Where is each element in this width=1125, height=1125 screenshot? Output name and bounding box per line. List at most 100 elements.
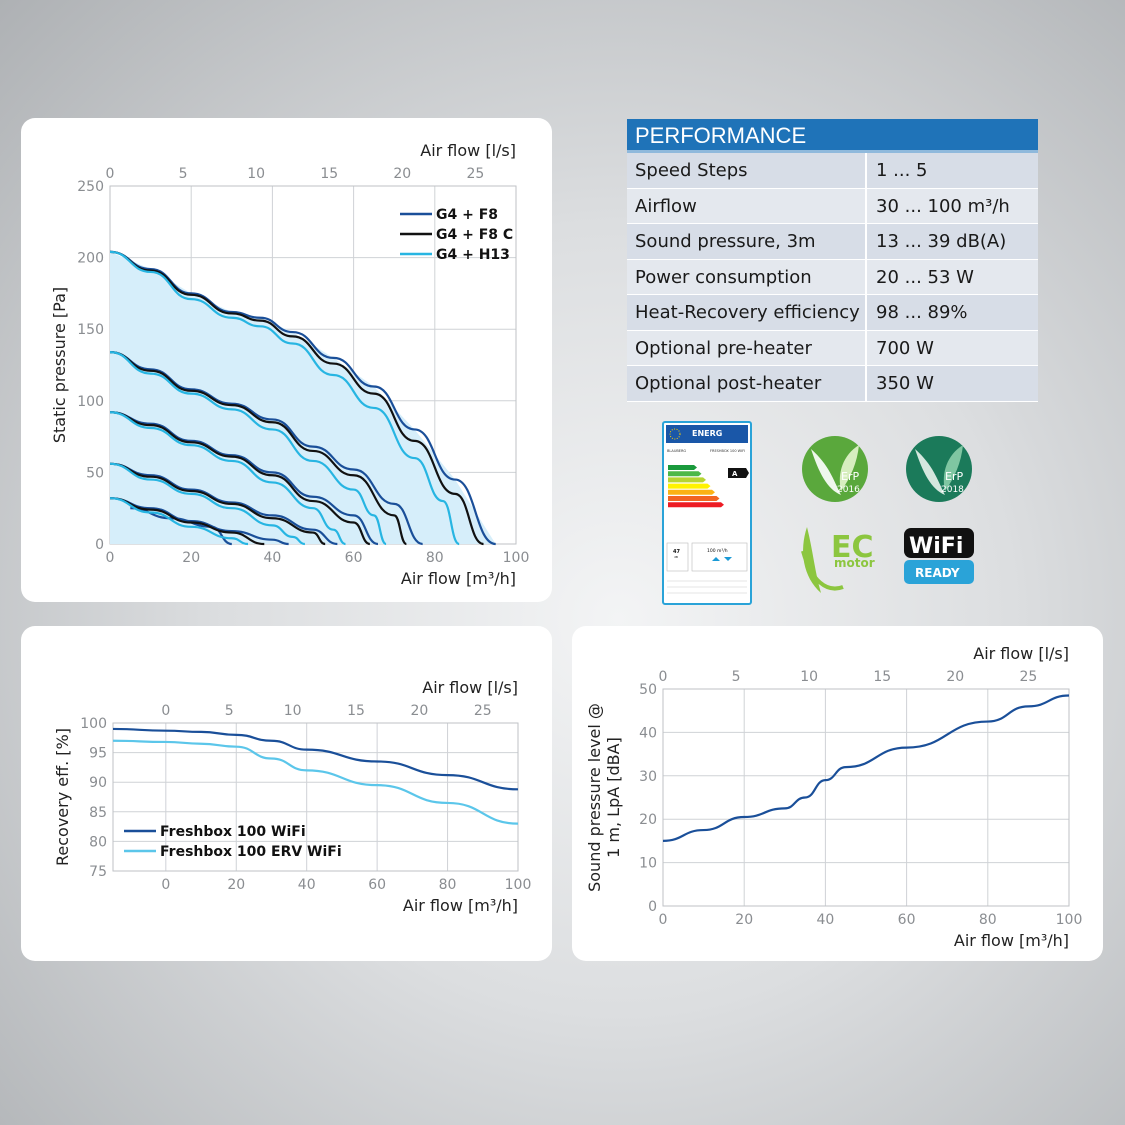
x-tick-label: 100 (505, 877, 532, 893)
recovery-chart-panel: 0 20 40 60 80 100 0 5 10 15 20 25 75 80 85 90 95 100 Air f… (21, 626, 552, 961)
x2-axis-label: Air flow [l/s] (420, 141, 516, 160)
x2-tick-label: 5 (179, 166, 188, 182)
x-tick-label: 40 (298, 877, 316, 893)
y-tick-label: 50 (86, 465, 104, 481)
performance-row-label: Sound pressure, 3m (627, 224, 867, 260)
x-axis-label: Air flow [m³/h] (954, 931, 1069, 950)
x-tick-label: 60 (898, 912, 916, 928)
erp-2016-badge: ErP 2016 (799, 433, 871, 505)
y-tick-label: 95 (89, 746, 107, 762)
series-line (109, 497, 265, 546)
x2-tick-label: 25 (1019, 669, 1037, 685)
ec-motor-badge: EC motor (797, 521, 879, 599)
series-line (109, 411, 346, 546)
plot-frame (112, 722, 519, 872)
erp-2018-badge: ErP 2018 (903, 433, 975, 505)
energy-class-bar (668, 465, 697, 470)
series-line (109, 411, 371, 546)
x-tick-label: 100 (1056, 912, 1083, 928)
x2-tick-label: 0 (659, 669, 668, 685)
wifi-text: WiFi (909, 534, 963, 559)
performance-row: Airflow 30 ... 100 m³/h (627, 188, 1038, 224)
y-axis-label-line1: Sound pressure level @ (585, 703, 604, 892)
series-line (109, 250, 460, 546)
series-line (109, 462, 326, 546)
y-tick-label: 40 (639, 725, 657, 741)
energy-class-bar (668, 489, 715, 495)
plot-frame (662, 688, 1070, 907)
x-tick-label: 0 (106, 550, 115, 566)
x2-tick-label: 5 (732, 669, 741, 685)
sound-chart-panel: 0 20 40 60 80 100 0 5 10 15 20 25 0 10 20 30 40 50 Air flo… (572, 626, 1103, 961)
erp-2018-text: ErP (945, 470, 963, 483)
performance-row-value: 30 ... 100 m³/h (867, 189, 1038, 224)
y-tick-label: 20 (639, 812, 657, 828)
legend-entry: G4 + F8 (436, 207, 498, 223)
legend-entry: G4 + H13 (436, 247, 510, 263)
y-tick-label: 200 (77, 251, 104, 267)
energy-class-bar (668, 483, 711, 489)
performance-row-label: Speed Steps (627, 153, 867, 189)
x-axis-label: Air flow [m³/h] (401, 569, 516, 588)
series-line (109, 351, 407, 546)
x-tick-label: 80 (426, 550, 444, 566)
x-tick-label: 20 (182, 550, 200, 566)
x-tick-label: 0 (161, 877, 170, 893)
series-line (662, 694, 1070, 842)
performance-table: PERFORMANCE Speed Steps 1 ... 5 Airflow 30 … (627, 119, 1038, 402)
ec-motor-small: motor (834, 556, 875, 570)
energy-class-bar (668, 502, 724, 508)
energy-class-bar (668, 477, 706, 483)
performance-row: Sound pressure, 3m 13 ... 39 dB(A) (627, 224, 1038, 260)
performance-row-value: 700 W (867, 331, 1038, 366)
y-tick-label: 250 (77, 179, 104, 195)
x-tick-label: 80 (439, 877, 457, 893)
x2-tick-label: 15 (320, 166, 338, 182)
y-axis-label: Recovery eff. [%] (53, 728, 72, 866)
y-axis-label: Sound pressure level @1 m, LpA [dBA] (585, 703, 623, 892)
performance-row: Optional pre-heater 700 W (627, 330, 1038, 366)
sound-chart: 0 20 40 60 80 100 0 5 10 15 20 25 0 10 20 30 40 50 Air flo… (585, 644, 1083, 950)
x-tick-label: 100 (503, 550, 530, 566)
y-axis-label: Static pressure [Pa] (50, 287, 69, 443)
x2-tick-label: 20 (410, 703, 428, 719)
energy-label: ENERG BLAUBERG FRESHBOX 100 WIFI A 47 dB… (662, 421, 752, 605)
x-axis-label: Air flow [m³/h] (403, 896, 518, 915)
performance-row: Optional post-heater 350 W (627, 366, 1038, 402)
x2-axis-label: Air flow [l/s] (422, 678, 518, 697)
x2-tick-label: 10 (247, 166, 265, 182)
y-tick-label: 30 (639, 769, 657, 785)
legend-entry: Freshbox 100 WiFi (160, 824, 306, 840)
x-tick-label: 20 (735, 912, 753, 928)
y-tick-label: 10 (639, 856, 657, 872)
x-tick-label: 40 (263, 550, 281, 566)
performance-row-label: Heat-Recovery efficiency (627, 295, 867, 331)
x2-tick-label: 15 (873, 669, 891, 685)
x-tick-label: 80 (979, 912, 997, 928)
legend-entry: Freshbox 100 ERV WiFi (160, 844, 342, 860)
energy-class-bar (668, 496, 720, 501)
x-tick-label: 20 (227, 877, 245, 893)
y-tick-label: 80 (89, 834, 107, 850)
erp-2016-text: ErP (841, 470, 859, 483)
energy-label-brand: BLAUBERG (667, 449, 686, 453)
series-line (109, 411, 379, 546)
series-line (109, 250, 484, 546)
performance-row: Power consumption 20 ... 53 W (627, 259, 1038, 295)
series-line (112, 739, 519, 825)
energy-class-bar (668, 471, 702, 477)
pressure-chart-panel: 0 20 40 60 80 100 0 5 10 15 20 25 0 50 100 150 200 250 Air… (21, 118, 552, 602)
performance-row-label: Airflow (627, 188, 867, 224)
x2-tick-label: 15 (347, 703, 365, 719)
performance-row-value: 350 W (867, 366, 1038, 402)
series-line (109, 351, 387, 546)
x2-tick-label: 0 (161, 703, 170, 719)
performance-title: PERFORMANCE (627, 119, 1038, 153)
x2-tick-label: 0 (106, 166, 115, 182)
y-tick-label: 100 (80, 716, 107, 732)
legend-entry: G4 + F8 C (436, 227, 513, 243)
x2-tick-label: 25 (474, 703, 492, 719)
x-tick-label: 40 (816, 912, 834, 928)
energy-class: A (732, 470, 738, 478)
energy-label-header: ENERG (692, 429, 722, 438)
